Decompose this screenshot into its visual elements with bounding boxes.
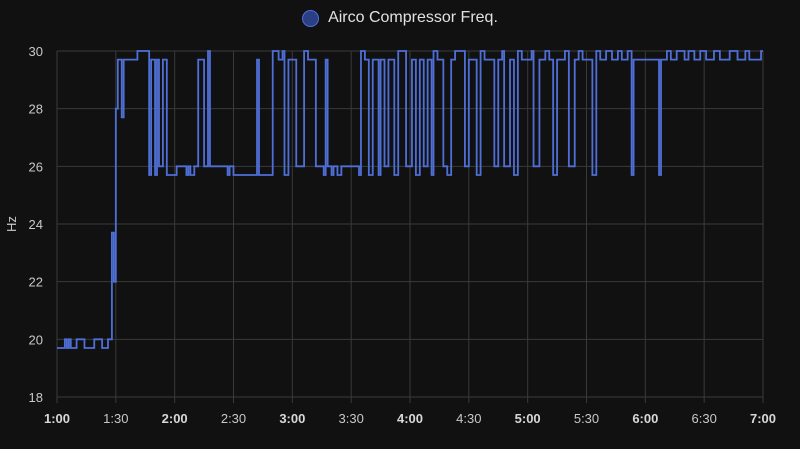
x-tick-label: 1:00 bbox=[44, 411, 70, 426]
legend-label: Airco Compressor Freq. bbox=[328, 9, 498, 26]
y-tick-label: 26 bbox=[29, 159, 43, 174]
y-tick-label: 30 bbox=[29, 44, 43, 59]
x-tick-label: 1:30 bbox=[103, 411, 128, 426]
legend-swatch-icon bbox=[302, 9, 320, 27]
x-tick-label: 3:30 bbox=[339, 411, 364, 426]
y-axis-title: Hz bbox=[4, 216, 19, 232]
x-axis: 1:00 1:30 2:00 2:30 3:00 3:30 4:00 4:30 5:00 5:30… bbox=[44, 411, 776, 426]
x-tick-label: 3:00 bbox=[279, 411, 305, 426]
x-tick-label: 4:00 bbox=[397, 411, 423, 426]
chart-legend: Airco Compressor Freq. bbox=[0, 9, 800, 32]
y-tick-label: 22 bbox=[29, 275, 43, 290]
x-tick-label: 2:00 bbox=[162, 411, 188, 426]
y-tick-label: 28 bbox=[29, 102, 43, 117]
x-tick-label: 7:00 bbox=[750, 411, 776, 426]
x-tick-label: 4:30 bbox=[456, 411, 481, 426]
x-tick-label: 5:00 bbox=[515, 411, 541, 426]
x-tick-label: 2:30 bbox=[221, 411, 246, 426]
y-tick-label: 20 bbox=[29, 332, 43, 347]
x-tick-label: 5:30 bbox=[574, 411, 599, 426]
legend-item-airco-compressor-freq[interactable]: Airco Compressor Freq. bbox=[302, 9, 498, 27]
x-tick-label: 6:00 bbox=[632, 411, 658, 426]
y-tick-label: 24 bbox=[29, 217, 43, 232]
y-axis: 18 20 22 24 26 28 30 bbox=[29, 44, 43, 405]
x-tick-label: 6:30 bbox=[692, 411, 717, 426]
series-line-airco-compressor-freq bbox=[57, 50, 763, 349]
y-tick-label: 18 bbox=[29, 390, 43, 405]
series-layer bbox=[57, 50, 763, 349]
